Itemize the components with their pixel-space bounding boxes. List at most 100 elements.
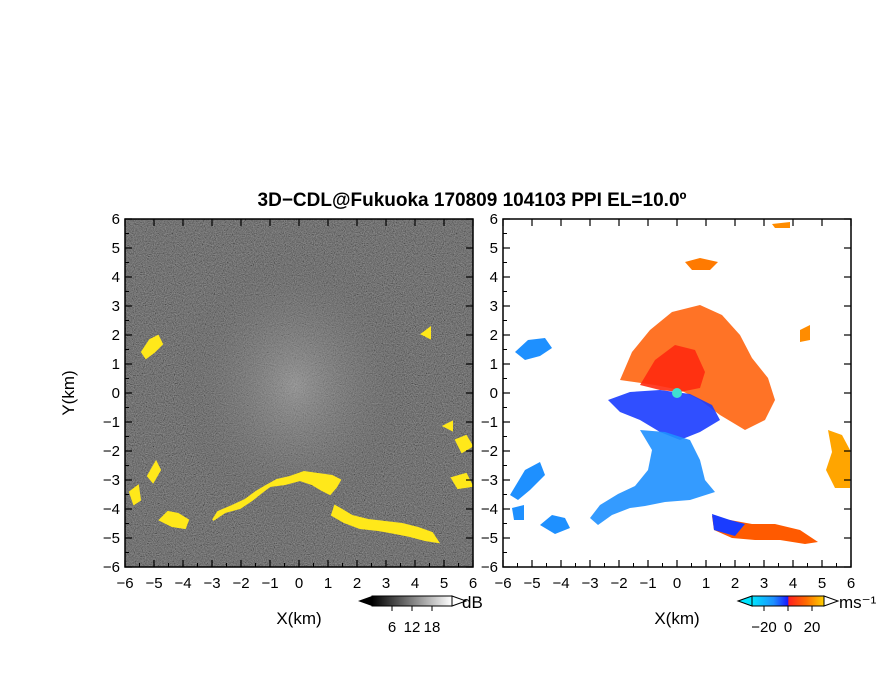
velocity-xtick-label: 3 (760, 575, 768, 592)
echo-blob-west-2 (128, 484, 142, 506)
velocity-far-north (685, 258, 718, 270)
velocity-ytick-label: 1 (490, 356, 498, 373)
velocity-far-northeast (800, 325, 810, 342)
velocity-xtick-label: 0 (673, 575, 681, 592)
reflectivity-ytick-label: −3 (103, 472, 120, 489)
reflectivity-colorbar: dB 6 12 18 (358, 593, 483, 636)
reflectivity-xtick-label: 3 (382, 575, 390, 592)
reflectivity-ytick-label: −2 (103, 443, 120, 460)
reflectivity-xlabel: X(km) (276, 609, 321, 628)
velocity-far-east (826, 430, 850, 488)
reflectivity-xtick-label: −3 (203, 575, 220, 592)
velocity-ytick-label: 6 (490, 211, 498, 228)
velocity-ytick-label: 4 (490, 269, 498, 286)
velocity-ytick-label: 2 (490, 327, 498, 344)
reflectivity-xtick-label: 0 (295, 575, 303, 592)
velocity-ticks: −6 −5 −4 −3 −2 −1 0 1 2 3 4 5 6 6 5 4 3 2 1 0 −1 −2 −3 −4 −5 −6 (481, 211, 855, 592)
velocity-toward-southwest-3 (512, 505, 524, 520)
reflectivity-xtick-label: 6 (469, 575, 477, 592)
reflectivity-ytick-label: 5 (112, 240, 120, 257)
velocity-toward-west (515, 338, 552, 360)
reflectivity-colorbar-tick-label: 12 (404, 619, 421, 636)
velocity-colorbar-ticks: −20 0 20 (751, 606, 820, 636)
reflectivity-ytick-label: 0 (112, 385, 120, 402)
velocity-ytick-label: 3 (490, 298, 498, 315)
reflectivity-panel: −6 −5 −4 −3 −2 −1 0 1 2 3 4 5 6 6 5 4 3 2 1 0 −1 −2 −3 −4 −5 −6 X… (59, 211, 477, 628)
reflectivity-colorbar-right-arrow (451, 595, 468, 607)
reflectivity-ytick-label: 6 (112, 211, 120, 228)
velocity-ytick-label: −6 (481, 559, 498, 576)
velocity-colorbar-tick-label: 0 (784, 619, 792, 636)
reflectivity-ytick-label: 3 (112, 298, 120, 315)
velocity-colorbar-bar (751, 595, 825, 607)
velocity-xtick-label: 1 (702, 575, 710, 592)
radar-site-marker (672, 388, 682, 398)
velocity-xtick-label: 4 (789, 575, 797, 592)
reflectivity-center-glow (175, 245, 415, 525)
velocity-xlabel: X(km) (654, 609, 699, 628)
velocity-ytick-label: −1 (481, 414, 498, 431)
velocity-panel: −6 −5 −4 −3 −2 −1 0 1 2 3 4 5 6 6 5 4 3 2 1 0 −1 −2 −3 −4 −5 −6 X… (481, 211, 855, 628)
velocity-xtick-label: −5 (523, 575, 540, 592)
velocity-xtick-label: −6 (494, 575, 511, 592)
echo-band-southeast (330, 504, 441, 544)
velocity-away-inner (640, 345, 705, 392)
velocity-ytick-label: 0 (490, 385, 498, 402)
echo-blob-east-3 (420, 326, 431, 340)
reflectivity-ytick-label: 1 (112, 356, 120, 373)
reflectivity-colorbar-bar (371, 595, 453, 607)
velocity-far-north-2 (772, 222, 790, 228)
echo-blob-west-4 (140, 334, 164, 360)
velocity-xtick-label: −2 (610, 575, 627, 592)
reflectivity-ytick-label: 4 (112, 269, 120, 286)
reflectivity-ytick-label: 2 (112, 327, 120, 344)
velocity-colorbar-right-arrow (823, 595, 840, 607)
echo-blob-west-1 (158, 510, 190, 530)
velocity-ytick-label: −5 (481, 530, 498, 547)
reflectivity-xtick-label: 5 (440, 575, 448, 592)
reflectivity-colorbar-tick-label: 18 (424, 619, 441, 636)
velocity-xtick-label: 5 (818, 575, 826, 592)
echo-blob-east-1 (454, 434, 474, 454)
echo-band-south (212, 470, 342, 521)
reflectivity-xtick-label: −5 (145, 575, 162, 592)
velocity-colorbar-left-arrow (736, 595, 753, 607)
reflectivity-ticks: −6 −5 −4 −3 −2 −1 0 1 2 3 4 5 6 6 5 4 3 2 1 0 −1 −2 −3 −4 −5 −6 (103, 211, 477, 592)
velocity-xtick-label: −1 (639, 575, 656, 592)
reflectivity-ytick-label: −1 (103, 414, 120, 431)
reflectivity-colorbar-ticks: 6 12 18 (388, 606, 441, 636)
reflectivity-xtick-label: −4 (174, 575, 191, 592)
velocity-toward-south (590, 430, 715, 525)
reflectivity-xtick-label: −1 (261, 575, 278, 592)
reflectivity-echo (128, 326, 474, 544)
reflectivity-colorbar-left-arrow (358, 596, 372, 606)
reflectivity-xtick-label: 1 (324, 575, 332, 592)
reflectivity-ylabel: Y(km) (59, 370, 78, 415)
reflectivity-xtick-label: 2 (353, 575, 361, 592)
velocity-colorbar-unit: ms⁻¹ (839, 593, 877, 612)
velocity-xtick-label: −4 (552, 575, 569, 592)
reflectivity-colorbar-unit: dB (462, 593, 483, 612)
velocity-ytick-label: −4 (481, 501, 498, 518)
velocity-ytick-label: −3 (481, 472, 498, 489)
echo-blob-east-2 (450, 472, 474, 490)
reflectivity-ytick-label: −5 (103, 530, 120, 547)
reflectivity-ytick-label: −4 (103, 501, 120, 518)
chart-title: 3D−CDL@Fukuoka 170809 104103 PPI EL=10.0… (258, 190, 687, 211)
reflectivity-colorbar-tick-label: 6 (388, 619, 396, 636)
velocity-colorbar-tick-label: −20 (751, 619, 776, 636)
velocity-xtick-label: −3 (581, 575, 598, 592)
velocity-band-southeast-toward (712, 514, 745, 536)
velocity-ytick-label: 5 (490, 240, 498, 257)
velocity-xtick-label: 6 (847, 575, 855, 592)
velocity-colorbar-tick-label: 20 (804, 619, 821, 636)
reflectivity-xtick-label: −2 (232, 575, 249, 592)
reflectivity-xtick-label: 4 (411, 575, 419, 592)
velocity-toward-southwest-1 (510, 462, 545, 500)
echo-blob-east-4 (441, 420, 453, 432)
velocity-ytick-label: −2 (481, 443, 498, 460)
velocity-xtick-label: 2 (731, 575, 739, 592)
velocity-colorbar: ms⁻¹ −20 0 20 (736, 593, 877, 636)
velocity-toward-near (608, 390, 720, 440)
